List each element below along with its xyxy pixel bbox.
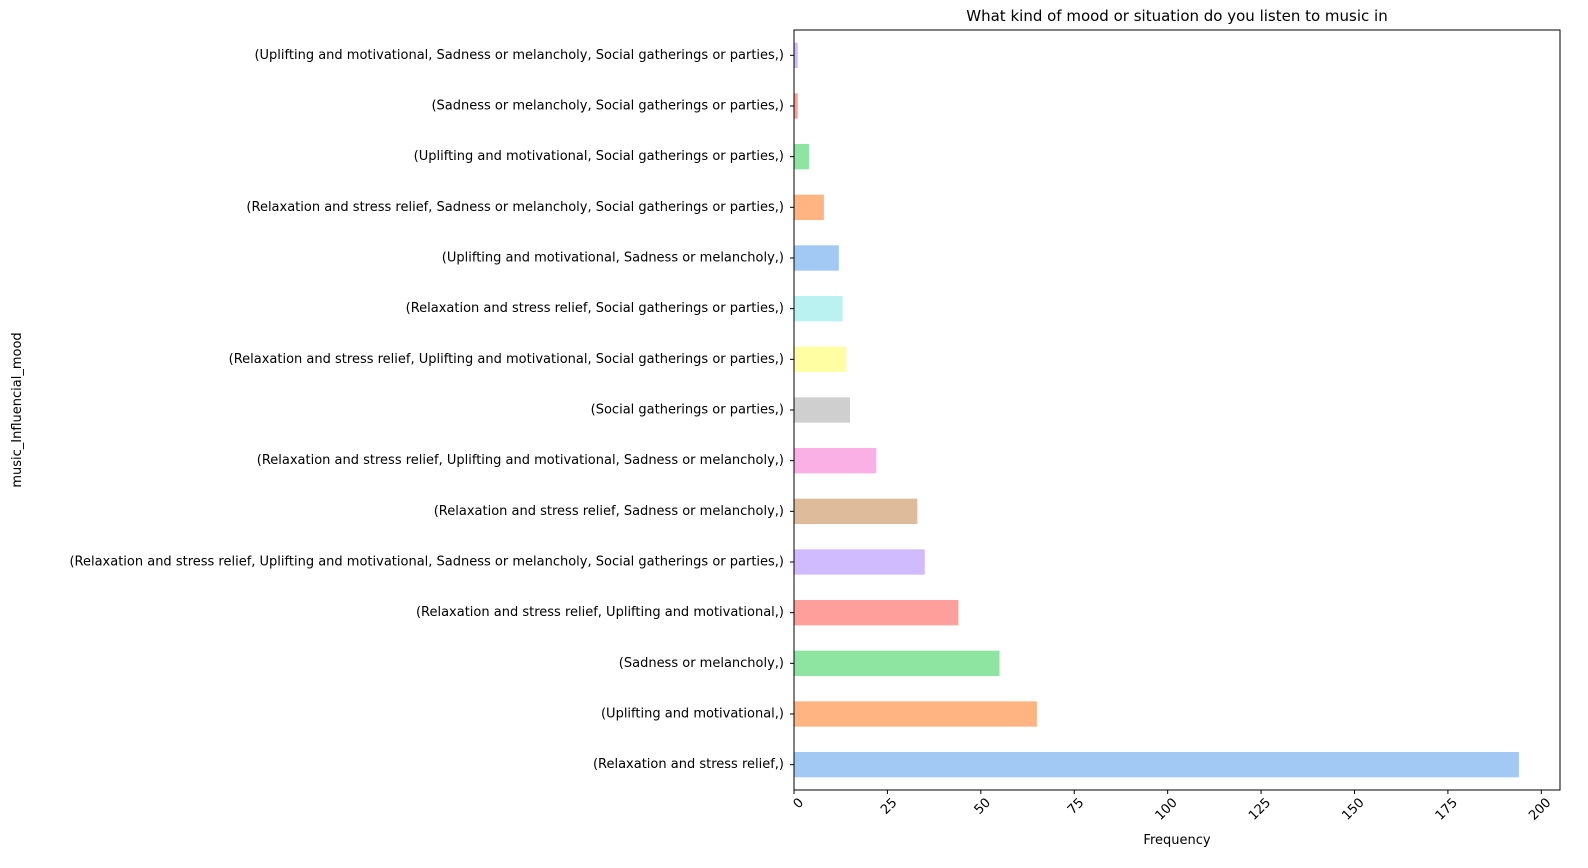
category-label-8: (Relaxation and stress relief, Uplifting… [229,352,784,367]
category-label-14: (Uplifting and motivational, Sadness or … [254,48,784,63]
category-label-9: (Relaxation and stress relief, Social ga… [406,301,784,316]
category-label-7: (Social gatherings or parties,) [591,403,784,418]
bar-1 [794,701,1037,727]
bar-7 [794,397,851,423]
bar-5 [794,498,918,524]
x-tick-label-1: 25 [878,795,900,817]
chart-title: What kind of mood or situation do you li… [966,7,1387,25]
category-label-12: (Uplifting and motivational, Social gath… [414,149,784,164]
bar-14 [794,42,798,68]
bar-11 [794,194,824,220]
category-label-0: (Relaxation and stress relief,) [593,757,784,772]
category-label-3: (Relaxation and stress relief, Uplifting… [416,605,784,620]
bar-9 [794,296,843,322]
category-label-10: (Uplifting and motivational, Sadness or … [442,251,784,266]
category-label-1: (Uplifting and motivational,) [601,707,784,722]
bars-group [794,42,1519,778]
bar-3 [794,600,959,626]
bar-10 [794,245,839,271]
bar-4 [794,549,925,575]
x-tick-label-6: 150 [1339,795,1367,823]
bar-8 [794,346,847,372]
y-axis-label: music_Influencial_mood [10,332,25,487]
x-tick-label-3: 75 [1065,795,1087,817]
x-tick-label-8: 200 [1526,795,1554,823]
bar-12 [794,144,809,170]
bar-6 [794,448,877,474]
x-axis-ticks: 0 25 50 75 100 125 150 175 200 [791,790,1554,824]
x-tick-label-5: 125 [1246,795,1274,823]
category-label-13: (Sadness or melancholy, Social gathering… [431,99,784,114]
bar-0 [794,752,1519,778]
category-label-11: (Relaxation and stress relief, Sadness o… [246,200,784,215]
category-label-5: (Relaxation and stress relief, Sadness o… [434,504,784,519]
x-tick-label-7: 175 [1433,795,1461,823]
category-label-2: (Sadness or melancholy,) [619,656,784,671]
x-axis-label: Frequency [1143,833,1210,848]
axes-frame [793,29,1561,791]
x-tick-label-0: 0 [791,795,807,811]
category-label-6: (Relaxation and stress relief, Uplifting… [257,453,784,468]
bar-13 [794,93,798,119]
category-labels: (Relaxation and stress relief,) (Upliftin… [69,48,794,772]
category-label-4: (Relaxation and stress relief, Uplifting… [69,555,784,570]
x-tick-label-2: 50 [972,795,994,817]
bar-2 [794,650,1000,676]
x-tick-label-4: 100 [1153,795,1181,823]
